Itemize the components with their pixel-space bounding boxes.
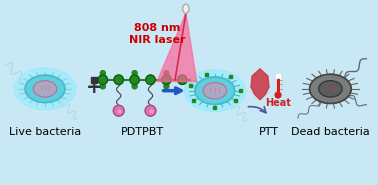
Bar: [277, 79, 279, 94]
Bar: [189, 84, 192, 87]
Ellipse shape: [195, 77, 235, 104]
Text: Live bacteria: Live bacteria: [9, 127, 81, 137]
Ellipse shape: [203, 83, 226, 99]
Circle shape: [164, 71, 169, 76]
Text: Heat: Heat: [265, 98, 291, 108]
Circle shape: [178, 75, 187, 85]
Circle shape: [146, 75, 155, 85]
Circle shape: [132, 84, 137, 89]
Text: PTT: PTT: [259, 127, 279, 137]
Bar: [192, 99, 195, 102]
Text: 808 nm
NIR laser: 808 nm NIR laser: [129, 23, 185, 45]
Text: +: +: [85, 78, 102, 97]
Circle shape: [113, 105, 124, 116]
Bar: [229, 75, 232, 78]
Bar: [213, 106, 216, 109]
Bar: [205, 73, 208, 76]
Circle shape: [162, 75, 171, 85]
Ellipse shape: [310, 74, 351, 103]
Ellipse shape: [14, 68, 76, 110]
Ellipse shape: [183, 4, 189, 13]
Ellipse shape: [319, 81, 342, 97]
Polygon shape: [251, 69, 269, 100]
Polygon shape: [157, 13, 197, 82]
Bar: [276, 74, 280, 94]
Ellipse shape: [33, 81, 57, 97]
Bar: [234, 99, 237, 102]
Circle shape: [132, 71, 137, 76]
Circle shape: [275, 92, 281, 98]
Circle shape: [145, 105, 156, 116]
Circle shape: [98, 75, 107, 85]
Circle shape: [100, 84, 105, 89]
Text: Dead bacteria: Dead bacteria: [291, 127, 370, 137]
Circle shape: [100, 71, 105, 76]
Circle shape: [114, 75, 123, 85]
Circle shape: [130, 75, 139, 85]
Text: PDTPBT: PDTPBT: [121, 127, 164, 137]
Ellipse shape: [184, 70, 246, 112]
Ellipse shape: [25, 75, 65, 102]
Bar: [239, 89, 242, 92]
Circle shape: [164, 84, 169, 89]
